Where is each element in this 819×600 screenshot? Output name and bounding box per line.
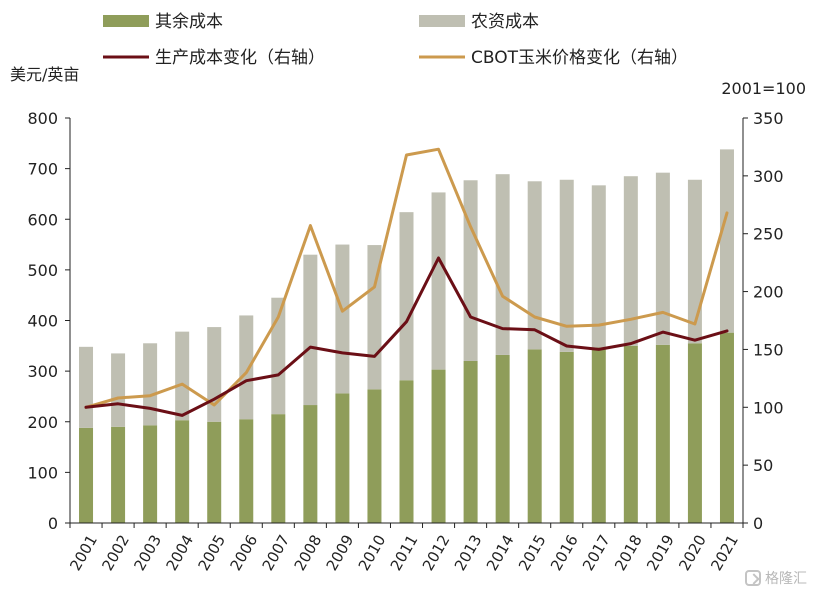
bar-input-cost-2021	[719, 149, 734, 333]
legend-input-cost-label: 农资成本	[471, 12, 539, 32]
left-tick-label: 800	[27, 109, 58, 128]
left-tick-label: 100	[27, 463, 58, 482]
left-tick-label: 500	[27, 261, 58, 280]
bar-input-cost-2001	[79, 346, 94, 428]
x-tick-label: 2010	[355, 532, 390, 574]
bar-input-cost-2007	[271, 297, 286, 415]
bar-input-cost-2014	[495, 174, 510, 355]
left-tick-label: 0	[48, 514, 58, 533]
bar-other-cost-2009	[335, 393, 350, 523]
bar-other-cost-2013	[463, 361, 478, 523]
watermark-text: 格隆汇	[765, 571, 807, 587]
bar-other-cost-2007	[271, 414, 286, 523]
x-tick-label: 2005	[194, 532, 229, 574]
bar-input-cost-2020	[687, 179, 702, 344]
left-axis-unit: 美元/英亩	[10, 65, 79, 84]
x-tick-label: 2018	[611, 532, 646, 574]
watermark-logo-icon	[745, 570, 761, 586]
x-tick-label: 2016	[547, 532, 582, 574]
legend-other-cost-label: 其余成本	[155, 12, 223, 32]
bar-input-cost-2004	[175, 331, 190, 421]
legend-production-cost-label: 生产成本变化（右轴）	[155, 48, 325, 68]
bar-other-cost-2011	[399, 380, 414, 523]
bar-other-cost-2006	[239, 419, 254, 523]
bar-other-cost-2020	[687, 343, 702, 523]
x-tick-label: 2015	[515, 532, 550, 574]
bar-input-cost-2002	[111, 353, 126, 427]
bars	[79, 149, 734, 523]
x-tick-label: 2009	[323, 532, 358, 574]
right-tick-label: 200	[753, 283, 784, 302]
line-production-cost	[84, 256, 729, 417]
x-tick-label: 2021	[707, 532, 742, 574]
x-tick-label: 2007	[259, 532, 294, 574]
right-tick-label: 50	[753, 456, 773, 475]
watermark: 格隆汇	[745, 568, 807, 588]
right-axis-unit: 2001=100	[721, 79, 806, 98]
bar-other-cost-2015	[527, 349, 542, 523]
bar-input-cost-2013	[463, 180, 478, 361]
right-tick-label: 0	[753, 514, 763, 533]
bar-other-cost-2021	[719, 332, 734, 523]
legend-other-cost-swatch	[103, 15, 149, 27]
bar-other-cost-2018	[623, 345, 638, 523]
bar-input-cost-2017	[591, 185, 606, 348]
bar-input-cost-2015	[527, 181, 542, 350]
bar-other-cost-2004	[175, 420, 190, 523]
x-tick-label: 2020	[675, 532, 710, 574]
bar-other-cost-2019	[655, 344, 670, 523]
right-tick-label: 100	[753, 398, 784, 417]
right-tick-label: 300	[753, 167, 784, 186]
left-tick-label: 300	[27, 362, 58, 381]
x-tick-label: 2013	[451, 532, 486, 574]
x-tick-label: 2001	[66, 532, 101, 574]
x-tick-label: 2011	[387, 532, 422, 574]
bar-other-cost-2012	[431, 369, 446, 523]
bar-other-cost-2001	[79, 427, 94, 523]
bar-input-cost-2019	[655, 172, 670, 345]
bar-input-cost-2011	[399, 212, 414, 381]
x-tick-label: 2017	[579, 532, 614, 574]
legend-corn-price-label: CBOT玉米价格变化（右轴）	[471, 48, 688, 68]
x-tick-label: 2008	[291, 532, 326, 574]
bar-input-cost-2018	[623, 176, 638, 346]
left-tick-label: 600	[27, 210, 58, 229]
bar-other-cost-2005	[207, 421, 222, 523]
right-tick-label: 250	[753, 225, 784, 244]
line-corn-price	[84, 147, 729, 409]
bar-input-cost-2016	[559, 179, 574, 352]
bar-other-cost-2017	[591, 347, 606, 523]
bar-input-cost-2008	[303, 254, 318, 406]
bar-input-cost-2003	[143, 343, 158, 426]
bar-other-cost-2003	[143, 425, 158, 523]
left-tick-label: 700	[27, 160, 58, 179]
x-tick-label: 2019	[643, 532, 678, 574]
x-tick-label: 2004	[162, 532, 197, 574]
bar-other-cost-2010	[367, 389, 382, 523]
x-tick-label: 2002	[98, 532, 133, 574]
legend-input-cost-swatch	[419, 15, 465, 27]
bar-other-cost-2014	[495, 354, 510, 523]
bar-other-cost-2016	[559, 351, 574, 523]
bar-other-cost-2002	[111, 426, 126, 523]
bar-input-cost-2009	[335, 244, 350, 394]
right-tick-label: 350	[753, 109, 784, 128]
lines	[84, 147, 729, 417]
left-tick-label: 400	[27, 312, 58, 331]
bar-input-cost-2012	[431, 192, 446, 370]
x-tick-label: 2003	[130, 532, 165, 574]
right-tick-label: 150	[753, 340, 784, 359]
bar-input-cost-2006	[239, 315, 254, 420]
left-tick-label: 200	[27, 413, 58, 432]
bar-input-cost-2005	[207, 327, 222, 422]
x-tick-label: 2014	[483, 532, 518, 574]
x-tick-label: 2012	[419, 532, 454, 574]
bar-other-cost-2008	[303, 405, 318, 523]
x-tick-label: 2006	[227, 532, 262, 574]
